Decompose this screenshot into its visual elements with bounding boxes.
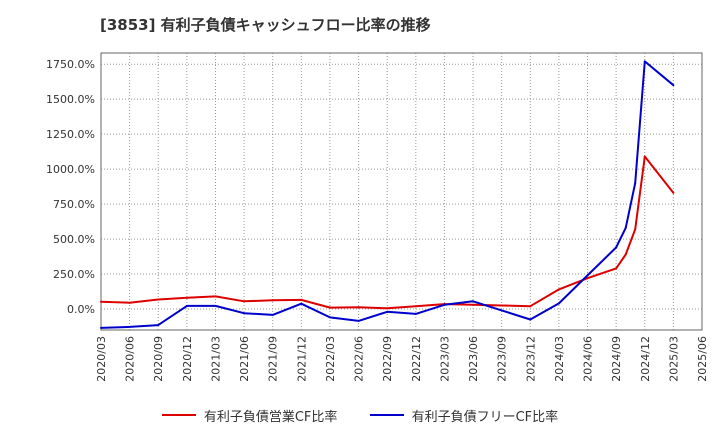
y-tick-label: 1500.0% [46,93,95,106]
data-point [443,303,446,306]
x-tick-label: 2023/12 [524,336,537,382]
data-point [271,313,274,316]
legend-swatch-blue [369,414,404,416]
data-point [100,300,102,303]
data-point [615,267,618,270]
x-tick-label: 2025/06 [696,336,709,382]
x-tick-label: 2025/03 [667,336,680,382]
y-tick-label: 500.0% [53,233,95,246]
data-point [185,296,188,299]
data-point [634,228,637,231]
data-point [643,60,646,63]
data-point [586,277,589,280]
x-tick-label: 2021/12 [295,336,308,382]
data-point [328,306,331,309]
x-tick-label: 2022/09 [381,336,394,382]
chart-title: [3853] 有利子負債キャッシュフロー比率の推移 [100,16,431,34]
x-tick-label: 2022/06 [353,336,366,382]
legend-swatch-red [161,414,196,416]
legend-item-operating-cf: 有利子負債営業CF比率 [161,406,338,425]
x-tick-label: 2021/09 [267,336,280,382]
x-tick-label: 2020/12 [181,336,194,382]
data-point [624,226,627,229]
data-point [243,312,246,315]
legend-label: 有利子負債フリーCF比率 [411,409,559,425]
data-point [500,309,503,312]
data-point [586,274,589,277]
data-point [529,305,532,308]
x-tick-label: 2024/09 [610,336,623,382]
y-tick-label: 1000.0% [46,163,95,176]
data-point [157,298,160,301]
x-tick-label: 2023/06 [467,336,480,382]
data-point [300,302,303,305]
data-point [672,84,675,87]
data-point [386,307,389,310]
x-tick-label: 2021/06 [238,336,251,382]
x-tick-label: 2021/03 [209,336,222,382]
data-point [672,191,675,194]
x-tick-label: 2023/03 [438,336,451,382]
data-point [128,325,131,328]
x-tick-label: 2022/12 [410,336,423,382]
x-tick-label: 2024/12 [639,336,652,382]
data-point [100,326,102,329]
y-tick-label: 1250.0% [46,128,95,141]
data-point [615,246,618,249]
data-point [243,300,246,303]
data-point [529,318,532,321]
data-point [271,299,274,302]
data-point [214,295,217,298]
data-point [157,324,160,327]
x-tick-label: 2020/09 [152,336,165,382]
data-point [214,304,217,307]
legend-item-free-cf: 有利子負債フリーCF比率 [369,406,559,425]
data-point [472,303,475,306]
data-point [357,306,360,309]
data-point [357,319,360,322]
data-point [300,298,303,301]
data-point [414,305,417,308]
data-point [624,253,627,256]
data-point [472,300,475,303]
data-point [557,302,560,305]
plot-frame [100,52,703,331]
data-point [328,316,331,319]
data-point [557,288,560,291]
y-tick-label: 1750.0% [46,58,95,71]
x-tick-label: 2024/03 [553,336,566,382]
data-point [386,310,389,313]
x-tick-label: 2020/03 [95,336,108,382]
x-tick-label: 2022/03 [324,336,337,382]
data-point [185,304,188,307]
legend-label: 有利子負債営業CF比率 [203,409,338,425]
data-point [414,312,417,315]
x-tick-label: 2024/06 [582,336,595,382]
y-tick-label: 0.0% [67,303,95,316]
x-tick-label: 2023/09 [496,336,509,382]
x-tick-label: 2020/06 [124,336,137,382]
y-tick-label: 250.0% [53,268,95,281]
data-point [643,155,646,158]
data-point [128,301,131,304]
data-point [634,182,637,185]
data-point [500,304,503,307]
y-tick-label: 750.0% [53,198,95,211]
legend: 有利子負債営業CF比率 有利子負債フリーCF比率 [0,405,720,425]
